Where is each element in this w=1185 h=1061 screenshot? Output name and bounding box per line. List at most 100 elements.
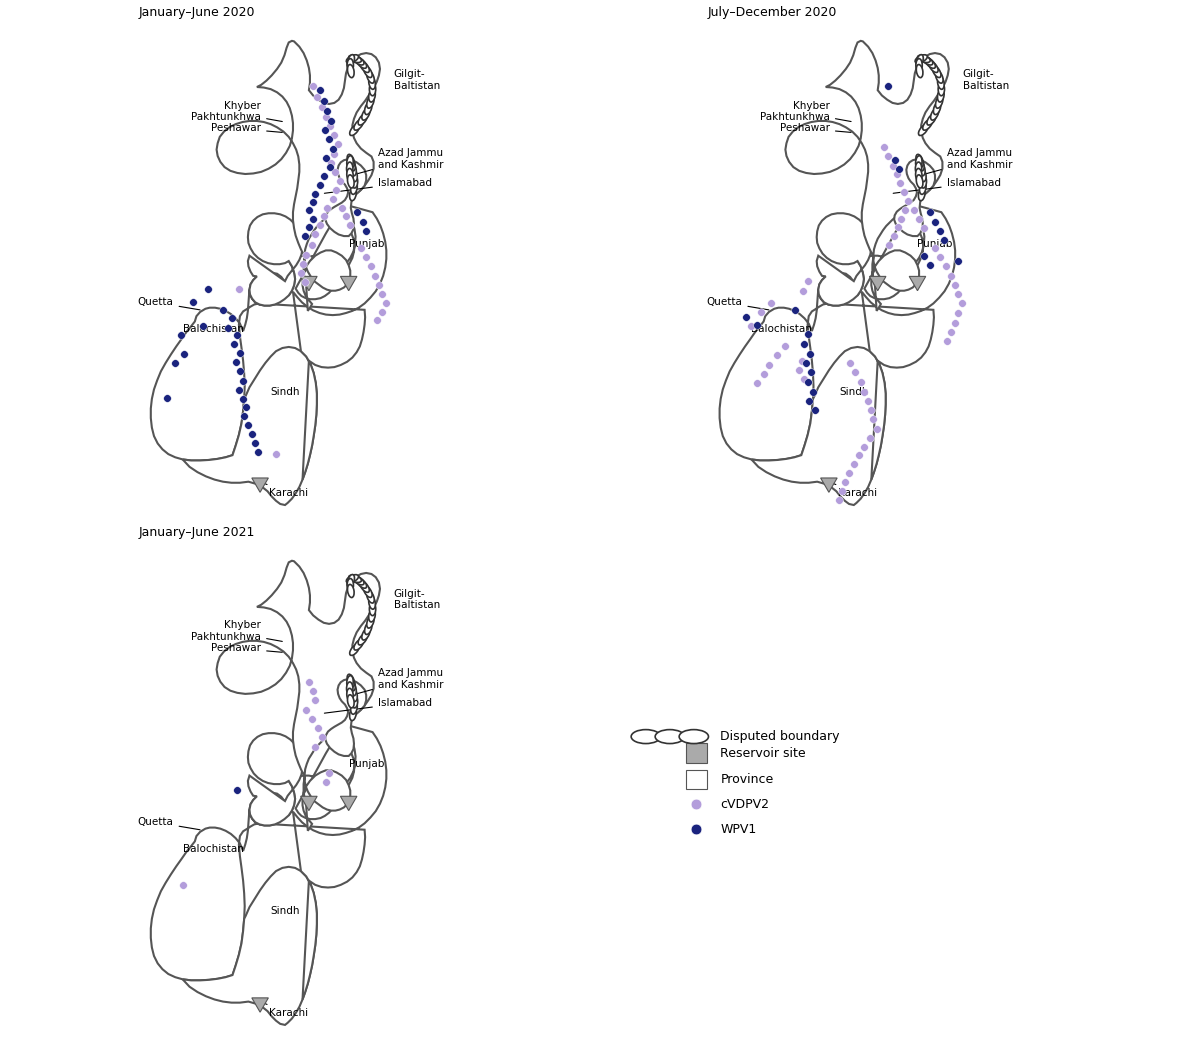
Text: Peshawar: Peshawar <box>780 123 851 134</box>
Point <box>337 208 356 225</box>
Text: Punjab: Punjab <box>917 239 953 249</box>
Text: Karachi: Karachi <box>263 1003 308 1019</box>
Ellipse shape <box>916 154 923 168</box>
Point <box>921 257 940 274</box>
Ellipse shape <box>351 701 358 714</box>
Text: Reservoir site: Reservoir site <box>720 747 806 760</box>
Point <box>226 353 245 370</box>
Ellipse shape <box>350 682 357 696</box>
Point <box>793 352 812 369</box>
Point <box>306 738 325 755</box>
Point <box>949 305 968 321</box>
Point <box>321 112 340 129</box>
Point <box>158 389 177 406</box>
Ellipse shape <box>930 108 939 120</box>
Polygon shape <box>217 561 380 831</box>
Ellipse shape <box>347 154 354 168</box>
Point <box>316 775 335 792</box>
Point <box>292 264 310 281</box>
Point <box>890 160 909 177</box>
Point <box>320 765 339 782</box>
Text: Punjab: Punjab <box>348 759 384 769</box>
Point <box>367 312 386 329</box>
Text: Islamabad: Islamabad <box>325 698 431 713</box>
Point <box>302 237 321 254</box>
Point <box>775 337 794 354</box>
Text: January–June 2021: January–June 2021 <box>139 525 255 539</box>
Ellipse shape <box>358 633 367 645</box>
Point <box>184 294 203 311</box>
Ellipse shape <box>361 108 370 120</box>
Polygon shape <box>250 724 386 999</box>
Ellipse shape <box>920 175 927 188</box>
Point <box>230 382 249 399</box>
Text: January–June 2020: January–June 2020 <box>139 5 255 19</box>
Ellipse shape <box>347 674 354 688</box>
Ellipse shape <box>632 730 660 744</box>
Point <box>309 719 328 736</box>
Point <box>952 295 971 312</box>
Ellipse shape <box>347 585 354 597</box>
Point <box>737 309 756 326</box>
Text: Azad Jammu
and Kashmir: Azad Jammu and Kashmir <box>356 149 443 174</box>
Point <box>174 346 193 363</box>
Text: Punjab: Punjab <box>348 239 384 249</box>
Point <box>896 201 915 218</box>
Point <box>941 267 960 284</box>
Ellipse shape <box>360 581 370 592</box>
Point <box>213 301 232 318</box>
Ellipse shape <box>920 181 927 194</box>
Point <box>372 303 391 320</box>
Point <box>946 314 965 331</box>
Ellipse shape <box>933 66 941 77</box>
Point <box>754 365 773 382</box>
Ellipse shape <box>347 676 353 689</box>
FancyBboxPatch shape <box>686 769 707 789</box>
Point <box>854 383 873 400</box>
Text: Sindh: Sindh <box>270 386 300 397</box>
Point <box>845 456 864 473</box>
Point <box>742 318 761 335</box>
Text: Balochistan: Balochistan <box>751 324 812 334</box>
Point <box>803 383 822 400</box>
Point <box>885 152 904 169</box>
Point <box>314 168 333 185</box>
Point <box>166 354 185 371</box>
Text: Quetta: Quetta <box>137 817 200 830</box>
Point <box>327 181 346 198</box>
Ellipse shape <box>369 76 376 89</box>
Polygon shape <box>248 213 302 306</box>
Point <box>925 240 944 257</box>
Point <box>302 711 321 728</box>
Point <box>789 362 808 379</box>
Point <box>937 332 956 349</box>
Polygon shape <box>326 159 366 237</box>
Point <box>799 326 818 343</box>
Ellipse shape <box>350 644 359 656</box>
Point <box>245 435 264 452</box>
Ellipse shape <box>346 55 359 63</box>
Ellipse shape <box>352 576 364 585</box>
Point <box>313 729 332 746</box>
Point <box>832 482 851 500</box>
Point <box>296 246 315 263</box>
Polygon shape <box>150 290 263 460</box>
Point <box>949 253 968 269</box>
Point <box>899 192 918 209</box>
Ellipse shape <box>369 609 376 622</box>
Point <box>230 280 249 297</box>
Point <box>930 249 949 266</box>
Text: Azad Jammu
and Kashmir: Azad Jammu and Kashmir <box>356 668 443 694</box>
Point <box>357 249 376 266</box>
Point <box>331 173 350 190</box>
Point <box>839 465 858 482</box>
Ellipse shape <box>921 56 933 65</box>
Point <box>307 88 326 105</box>
Ellipse shape <box>918 162 925 176</box>
Point <box>895 184 914 201</box>
Ellipse shape <box>360 62 370 72</box>
Point <box>904 201 923 218</box>
Point <box>314 208 333 225</box>
Point <box>303 193 322 210</box>
Ellipse shape <box>351 181 358 194</box>
